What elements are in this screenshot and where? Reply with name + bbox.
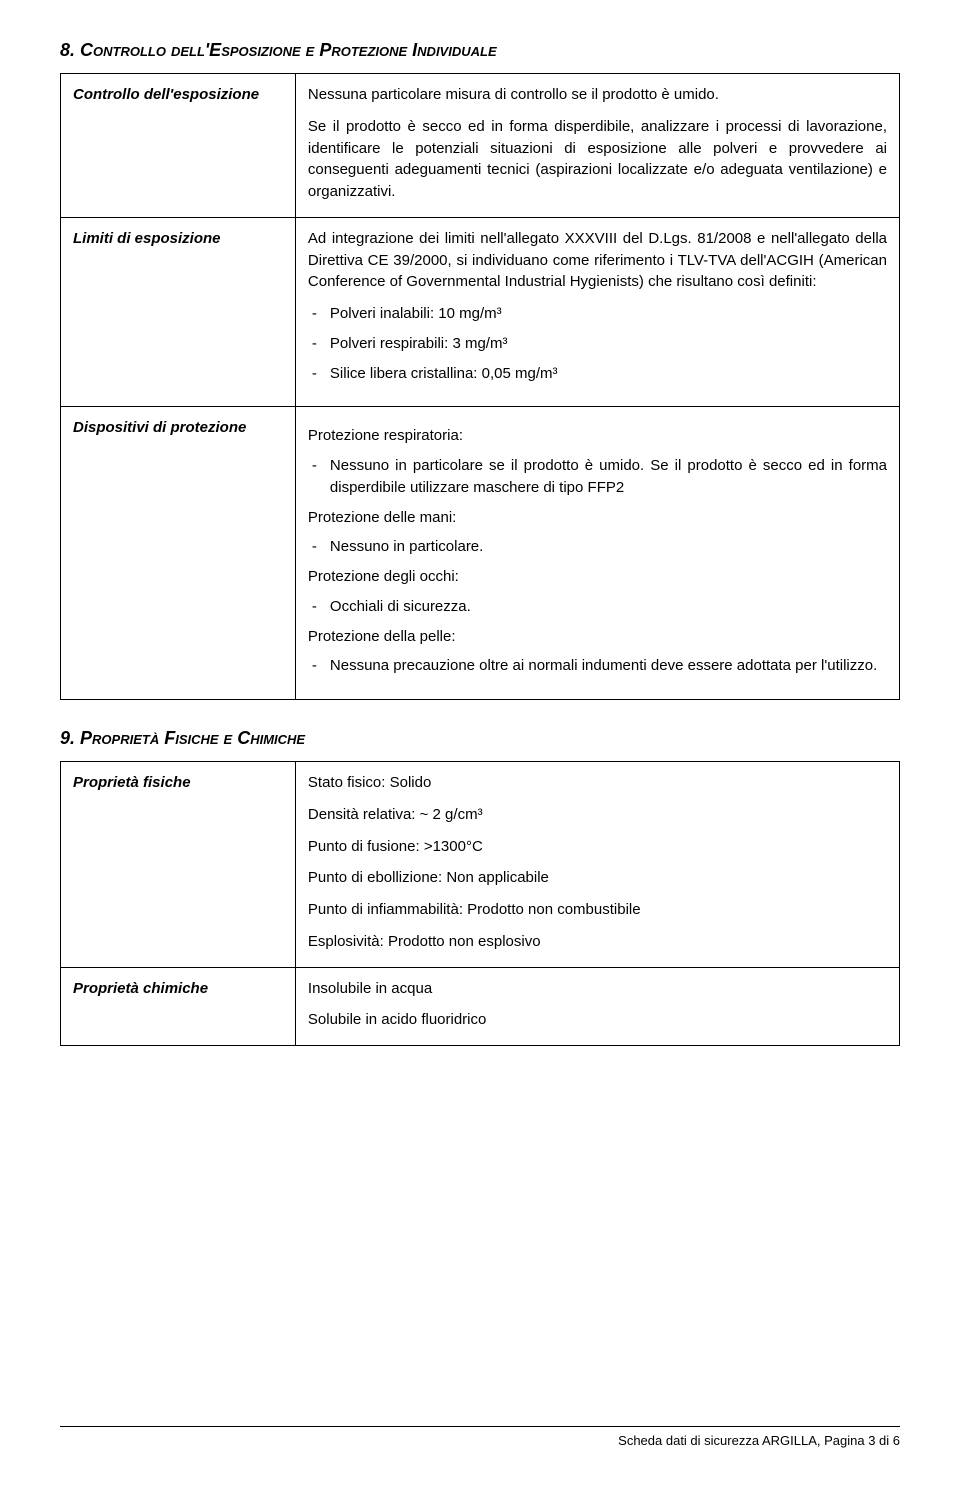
row-label: Proprietà fisiche [61,762,296,968]
row-label: Controllo dell'esposizione [61,74,296,218]
subheading: Protezione respiratoria: [308,425,887,447]
line: Esplosività: Prodotto non esplosivo [308,931,887,953]
row-value: Nessuna particolare misura di controllo … [295,74,899,218]
row-label: Dispositivi di protezione [61,407,296,700]
section9-title: Proprietà Fisiche e Chimiche [80,728,305,748]
list-item: Nessuno in particolare se il prodotto è … [308,455,887,499]
section8-title: Controllo dell'Esposizione e Protezione … [80,40,497,60]
paragraph: Se il prodotto è secco ed in forma dispe… [308,116,887,203]
subheading: Protezione degli occhi: [308,566,887,588]
section9-heading: 9. Proprietà Fisiche e Chimiche [60,728,900,749]
bullet-list: Nessuno in particolare se il prodotto è … [308,455,887,499]
bullet-list: Nessuna precauzione oltre ai normali ind… [308,655,887,677]
list-item: Polveri respirabili: 3 mg/m³ [308,333,887,355]
table-row: Limiti di esposizione Ad integrazione de… [61,217,900,407]
line: Punto di ebollizione: Non applicabile [308,867,887,889]
row-value: Stato fisico: Solido Densità relativa: ~… [295,762,899,968]
section9-table: Proprietà fisiche Stato fisico: Solido D… [60,761,900,1046]
row-label: Limiti di esposizione [61,217,296,407]
list-item: Nessuno in particolare. [308,536,887,558]
bullet-list: Nessuno in particolare. [308,536,887,558]
line: Densità relativa: ~ 2 g/cm³ [308,804,887,826]
line: Insolubile in acqua [308,978,887,1000]
table-row: Controllo dell'esposizione Nessuna parti… [61,74,900,218]
section9-num: 9. [60,728,75,748]
section8-table: Controllo dell'esposizione Nessuna parti… [60,73,900,700]
section8-num: 8. [60,40,75,60]
bullet-list: Polveri inalabili: 10 mg/m³ Polveri resp… [308,303,887,384]
row-label: Proprietà chimiche [61,967,296,1046]
table-row: Proprietà fisiche Stato fisico: Solido D… [61,762,900,968]
table-row: Dispositivi di protezione Protezione res… [61,407,900,700]
list-item: Nessuna precauzione oltre ai normali ind… [308,655,887,677]
list-item: Polveri inalabili: 10 mg/m³ [308,303,887,325]
subheading: Protezione delle mani: [308,507,887,529]
section8-heading: 8. Controllo dell'Esposizione e Protezio… [60,40,900,61]
paragraph: Nessuna particolare misura di controllo … [308,84,887,106]
subheading: Protezione della pelle: [308,626,887,648]
page-footer: Scheda dati di sicurezza ARGILLA, Pagina… [60,1426,900,1448]
line: Punto di infiammabilità: Prodotto non co… [308,899,887,921]
line: Solubile in acido fluoridrico [308,1009,887,1031]
row-value: Insolubile in acqua Solubile in acido fl… [295,967,899,1046]
list-item: Occhiali di sicurezza. [308,596,887,618]
footer-text: Scheda dati di sicurezza ARGILLA, Pagina… [618,1433,900,1448]
paragraph: Ad integrazione dei limiti nell'allegato… [308,228,887,293]
page-container: 8. Controllo dell'Esposizione e Protezio… [0,0,960,1488]
row-value: Ad integrazione dei limiti nell'allegato… [295,217,899,407]
line: Stato fisico: Solido [308,772,887,794]
table-row: Proprietà chimiche Insolubile in acqua S… [61,967,900,1046]
bullet-list: Occhiali di sicurezza. [308,596,887,618]
list-item: Silice libera cristallina: 0,05 mg/m³ [308,363,887,385]
line: Punto di fusione: >1300°C [308,836,887,858]
row-value: Protezione respiratoria: Nessuno in part… [295,407,899,700]
